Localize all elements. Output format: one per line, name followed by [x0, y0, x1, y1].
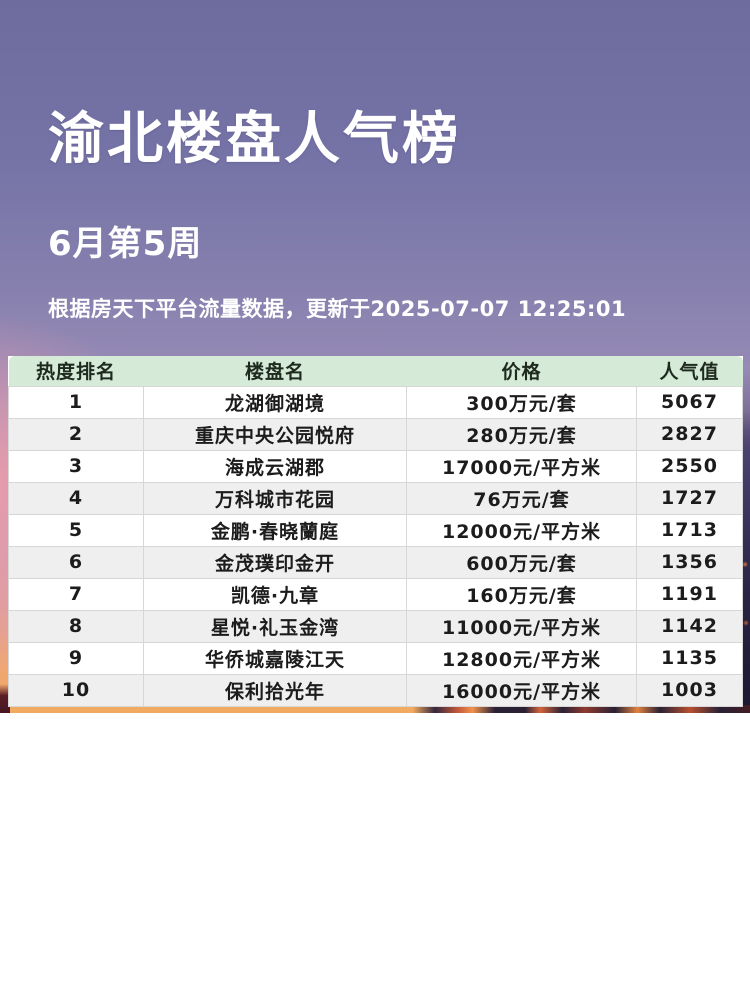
table-row: 5 金鹏·春晓蘭庭 12000元/平方米 1713: [8, 513, 743, 547]
cell-price: 12800元/平方米: [406, 641, 637, 675]
cell-rank: 2: [8, 417, 144, 451]
cell-rank: 4: [8, 481, 144, 515]
cell-popularity: 1142: [636, 609, 743, 643]
table-row: 9 华侨城嘉陵江天 12800元/平方米 1135: [8, 641, 743, 675]
cell-name: 凯德·九章: [143, 577, 407, 611]
cell-name: 重庆中央公园悦府: [143, 417, 407, 451]
cell-rank: 1: [8, 385, 144, 419]
cell-popularity: 1356: [636, 545, 743, 579]
page-title: 渝北楼盘人气榜: [48, 107, 461, 172]
cell-name: 海成云湖郡: [143, 449, 407, 483]
cell-popularity: 1003: [636, 673, 743, 707]
cell-name: 龙湖御湖境: [143, 385, 407, 419]
cell-rank: 7: [8, 577, 144, 611]
cell-name: 万科城市花园: [143, 481, 407, 515]
cell-price: 160万元/套: [406, 577, 637, 611]
table-row: 7 凯德·九章 160万元/套 1191: [8, 577, 743, 611]
table-row: 3 海成云湖郡 17000元/平方米 2550: [8, 449, 743, 483]
cell-price: 12000元/平方米: [406, 513, 637, 547]
cell-rank: 9: [8, 641, 144, 675]
table-row: 2 重庆中央公园悦府 280万元/套 2827: [8, 417, 743, 451]
cell-name: 金茂璞印金开: [143, 545, 407, 579]
cell-name: 保利拾光年: [143, 673, 407, 707]
ranking-table: 热度排名 楼盘名 价格 人气值 1 龙湖御湖境 300万元/套 5067 2 重庆中央公园…: [8, 356, 743, 707]
table-header: 热度排名 楼盘名 价格 人气值: [8, 356, 743, 386]
cell-rank: 6: [8, 545, 144, 579]
cell-rank: 8: [8, 609, 144, 643]
table-row: 6 金茂璞印金开 600万元/套 1356: [8, 545, 743, 579]
cell-popularity: 1713: [636, 513, 743, 547]
cell-rank: 5: [8, 513, 144, 547]
table-row: 10 保利拾光年 16000元/平方米 1003: [8, 673, 743, 707]
cell-price: 600万元/套: [406, 545, 637, 579]
table-body: 1 龙湖御湖境 300万元/套 5067 2 重庆中央公园悦府 280万元/套 2827 3 海成…: [8, 385, 743, 707]
cell-popularity: 2827: [636, 417, 743, 451]
column-header-name: 楼盘名: [143, 356, 407, 386]
table-header-row: 热度排名 楼盘名 价格 人气值: [8, 356, 743, 386]
column-header-price: 价格: [406, 356, 637, 386]
period-subtitle: 6月第5周: [48, 224, 203, 264]
column-header-rank: 热度排名: [8, 356, 144, 386]
table-row: 4 万科城市花园 76万元/套 1727: [8, 481, 743, 515]
cell-popularity: 2550: [636, 449, 743, 483]
cell-popularity: 1727: [636, 481, 743, 515]
sunset-skyline-strip: [0, 705, 750, 713]
cell-name: 金鹏·春晓蘭庭: [143, 513, 407, 547]
table-row: 1 龙湖御湖境 300万元/套 5067: [8, 385, 743, 419]
cell-popularity: 1135: [636, 641, 743, 675]
cell-price: 280万元/套: [406, 417, 637, 451]
cell-price: 11000元/平方米: [406, 609, 637, 643]
cell-name: 星悦·礼玉金湾: [143, 609, 407, 643]
column-header-popularity: 人气值: [636, 356, 743, 386]
cell-price: 17000元/平方米: [406, 449, 637, 483]
cell-rank: 3: [8, 449, 144, 483]
data-source-note: 根据房天下平台流量数据，更新于2025-07-07 12:25:01: [48, 297, 627, 321]
cell-name: 华侨城嘉陵江天: [143, 641, 407, 675]
cell-price: 16000元/平方米: [406, 673, 637, 707]
cell-popularity: 1191: [636, 577, 743, 611]
table-row: 8 星悦·礼玉金湾 11000元/平方米 1142: [8, 609, 743, 643]
cell-price: 76万元/套: [406, 481, 637, 515]
cell-rank: 10: [8, 673, 144, 707]
right-edge-skyline: [741, 412, 750, 705]
cell-price: 300万元/套: [406, 385, 637, 419]
left-edge-skyline: [0, 684, 10, 713]
cell-popularity: 5067: [636, 385, 743, 419]
